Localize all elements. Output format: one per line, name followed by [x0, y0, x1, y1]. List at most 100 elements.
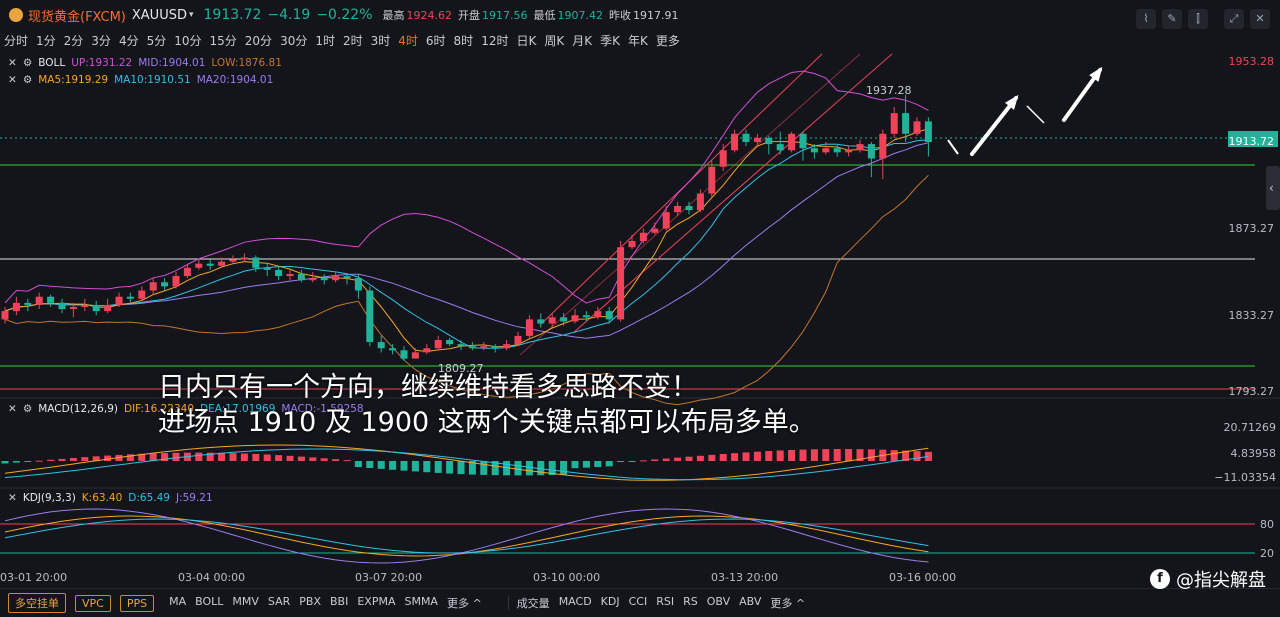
macd-axis-label: −11.03354: [1214, 471, 1276, 484]
candle-body: [297, 274, 305, 281]
ma20-value: MA20:1904.01: [196, 74, 274, 86]
price-axis-label: 1953.28: [1229, 55, 1275, 68]
timeframe-20[interactable]: 季K: [600, 33, 620, 48]
badge-pps[interactable]: PPS: [119, 594, 155, 612]
main-indicator-4[interactable]: PBX: [299, 595, 321, 608]
timeframe-22[interactable]: 更多: [655, 33, 680, 48]
sub-indicator-2[interactable]: KDJ: [600, 595, 620, 608]
candle-body: [206, 263, 214, 266]
candle-body: [924, 121, 932, 143]
timeframe-9[interactable]: 30分: [280, 33, 308, 48]
prev-close-value: 1917.91: [633, 8, 679, 22]
candle-style-icon[interactable]: ⫿: [1188, 9, 1208, 29]
macd-histogram-bar: [468, 461, 476, 475]
symbol-name[interactable]: 现货黄金(FXCM): [28, 9, 126, 25]
candle-body: [343, 276, 351, 279]
main-indicator-0[interactable]: MA: [169, 595, 187, 608]
timeframe-13[interactable]: 4时: [398, 33, 418, 48]
close-icon[interactable]: ✕: [1250, 9, 1270, 29]
timeframe-19[interactable]: 月K: [572, 33, 593, 48]
draw-pen-icon[interactable]: ✎: [1162, 9, 1182, 29]
timeframe-14[interactable]: 6时: [425, 33, 446, 48]
expand-icon[interactable]: ⤢: [1224, 9, 1244, 29]
candle-body: [708, 166, 716, 194]
candle-body: [879, 133, 887, 159]
close-icon[interactable]: ✕: [8, 74, 17, 86]
badge-vpc[interactable]: VPC: [75, 594, 111, 612]
main-indicator-3[interactable]: SAR: [267, 595, 291, 608]
candle-body: [229, 259, 237, 262]
badge-pending-orders[interactable]: 多空挂单: [8, 593, 66, 613]
candle-body: [400, 350, 408, 359]
timeframe-5[interactable]: 5分: [146, 33, 167, 48]
timeframe-21[interactable]: 年K: [627, 33, 648, 48]
watermark-text: @指尖解盘: [1176, 570, 1266, 591]
timeframe-12[interactable]: 3时: [370, 33, 391, 48]
close-icon[interactable]: ✕: [8, 57, 17, 69]
sub-indicator-6[interactable]: OBV: [706, 595, 731, 608]
main-indicator-8[interactable]: 更多 ^: [446, 597, 482, 610]
candle-body: [149, 282, 157, 291]
timeframe-10[interactable]: 1时: [315, 33, 335, 48]
sub-indicator-1[interactable]: MACD: [558, 595, 592, 608]
macd-histogram-bar: [263, 454, 271, 461]
timeframe-16[interactable]: 12时: [481, 33, 509, 48]
timeframe-3[interactable]: 3分: [91, 33, 111, 48]
macd-legend: ✕ ⚙ MACD(12,26,9) DIF:16.22340 DEA:17.01…: [8, 403, 370, 415]
ma5-line: [4, 128, 929, 353]
symbol-code[interactable]: XAUUSD: [131, 7, 187, 23]
ma10-line: [4, 139, 929, 349]
sub-indicator-7[interactable]: ABV: [739, 595, 762, 608]
indicator-icon[interactable]: ⌇: [1136, 9, 1156, 29]
candle-body: [275, 269, 283, 277]
candle-body: [389, 348, 397, 351]
timeframe-0[interactable]: 分时: [4, 33, 29, 48]
main-indicator-6[interactable]: EXPMA: [357, 595, 396, 608]
main-indicator-1[interactable]: BOLL: [195, 595, 224, 608]
kdj-j: J:59.21: [175, 492, 213, 504]
settings-icon[interactable]: ⚙: [22, 74, 33, 86]
timeframe-11[interactable]: 2时: [342, 33, 363, 48]
candle-body: [411, 352, 419, 359]
close-icon[interactable]: ✕: [8, 492, 17, 504]
sub-indicator-8[interactable]: 更多 ^: [770, 597, 806, 610]
candle-body: [12, 302, 20, 312]
close-icon[interactable]: ✕: [8, 403, 17, 415]
candle-body: [115, 296, 123, 305]
main-indicator-5[interactable]: BBI: [329, 595, 349, 608]
timeframe-2[interactable]: 2分: [63, 33, 84, 48]
timeframe-7[interactable]: 15分: [209, 33, 237, 48]
candle-body: [594, 311, 602, 318]
macd-histogram-bar: [708, 454, 716, 461]
main-indicator-7[interactable]: SMMA: [404, 595, 438, 608]
timeframe-6[interactable]: 10分: [174, 33, 202, 48]
macd-value: MACD:-1.59258: [281, 403, 364, 415]
macd-histogram-bar: [47, 459, 55, 461]
macd-histogram-bar: [195, 452, 203, 461]
settings-icon[interactable]: ⚙: [22, 57, 33, 69]
sub-indicator-4[interactable]: RSI: [656, 595, 675, 608]
chevron-down-icon[interactable]: ▾: [188, 10, 194, 20]
candle-body: [263, 267, 271, 270]
settings-icon[interactable]: ⚙: [22, 403, 33, 415]
macd-histogram-bar: [651, 459, 659, 461]
timeframe-1[interactable]: 1分: [36, 33, 56, 48]
macd-histogram-bar: [833, 449, 841, 461]
kdj-legend: ✕ KDJ(9,3,3) K:63.40 D:65.49 J:59.21: [8, 492, 219, 504]
timeframe-18[interactable]: 周K: [544, 33, 565, 48]
candle-body: [81, 304, 89, 307]
main-indicator-2[interactable]: MMV: [232, 595, 259, 608]
macd-histogram-bar: [856, 449, 864, 461]
chart-canvas[interactable]: 1937.28 1809.27 1953.28 1913.72 1873.27 1833.…: [0, 50, 1280, 588]
macd-histogram-bar: [480, 461, 488, 475]
sub-indicator-5[interactable]: RS: [683, 595, 698, 608]
timeframe-15[interactable]: 8时: [453, 33, 474, 48]
timeframe-17[interactable]: 日K: [516, 33, 537, 48]
sub-indicator-3[interactable]: CCI: [628, 595, 648, 608]
timeframe-4[interactable]: 4分: [118, 33, 139, 48]
timeframe-8[interactable]: 20分: [244, 33, 273, 48]
sub-indicator-0[interactable]: 成交量: [516, 597, 550, 610]
candle-body: [320, 278, 328, 281]
macd-histogram-bar: [605, 461, 613, 467]
macd-histogram-bar: [138, 453, 146, 461]
